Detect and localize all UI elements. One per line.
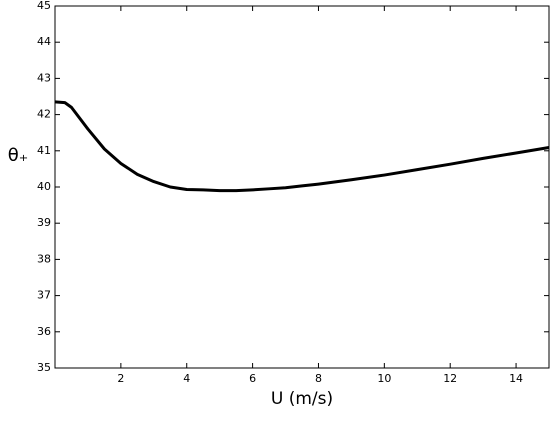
y-tick-label: 41 <box>37 144 51 157</box>
y-tick-label: 37 <box>37 289 51 302</box>
x-tick-label: 4 <box>183 372 190 385</box>
y-tick-label: 45 <box>37 0 51 12</box>
x-tick-label: 6 <box>249 372 256 385</box>
y-tick-label: 38 <box>37 252 51 265</box>
x-tick-label: 14 <box>509 372 523 385</box>
y-tick-label: 44 <box>37 35 51 48</box>
x-tick-label: 10 <box>377 372 391 385</box>
y-axis-label: θ₊ <box>8 145 29 166</box>
y-tick-label: 36 <box>37 325 51 338</box>
x-tick-label: 2 <box>117 372 124 385</box>
data-line <box>54 100 550 193</box>
y-tick-label: 42 <box>37 108 51 121</box>
y-tick-label: 39 <box>37 216 51 229</box>
y-tick-label: 43 <box>37 71 51 84</box>
x-tick-label: 12 <box>443 372 457 385</box>
x-axis-label: U (m/s) <box>271 389 333 409</box>
y-tick-label: 35 <box>37 361 51 374</box>
x-tick-label: 8 <box>315 372 322 385</box>
y-tick-label: 40 <box>37 180 51 193</box>
